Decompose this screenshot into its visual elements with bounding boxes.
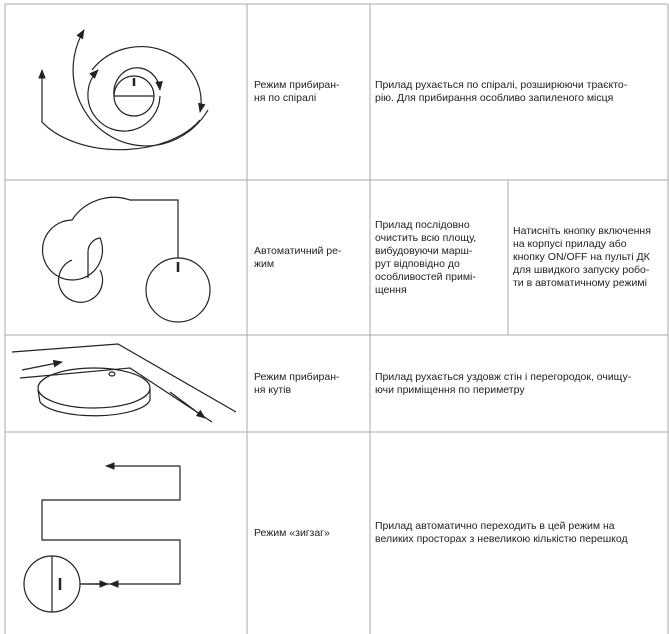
zigzag-illustration (23, 462, 181, 613)
text-line: щення (375, 283, 407, 296)
mode-cell: Режим прибиран-ня по спіралі (248, 4, 370, 180)
text-line: великих просторах з невеликою кількістю … (375, 533, 628, 545)
corner-illustration (11, 343, 237, 423)
text-line: жим (254, 257, 275, 270)
text-line: очистить всю площу, (375, 231, 477, 244)
text-line: ня по спіралі (254, 92, 317, 104)
text-line: на корпусі приладу або (513, 238, 627, 250)
text-line: вибудовуючи марш- (375, 244, 473, 257)
spiral-illustration (38, 29, 209, 151)
text-line: для швидкого запуску робо- (513, 264, 650, 276)
description-cell: Прилад рухається уздовж стін і перегород… (371, 335, 668, 432)
mode-cell: Режим прибиран-ня кутів (248, 335, 370, 432)
description-cell: Натисніть кнопку включення на корпусі при… (509, 180, 668, 335)
text-line: Натисніть кнопку включення (513, 225, 651, 237)
text-line: Режим прибиран- (254, 370, 340, 383)
text-line: Прилад рухається уздовж стін і перегород… (375, 370, 632, 383)
text-line: особливостей примі- (375, 270, 476, 283)
text-line: рію. Для прибирання особливо запиленого … (375, 92, 614, 104)
description-cell: Прилад послідовно очистить всю площу, вибу… (371, 180, 509, 335)
text-line: Автоматичний ре- (254, 244, 342, 257)
text-line: рут відповідно до (375, 257, 460, 270)
text-line: Прилад автоматично переходить в цей режи… (375, 520, 615, 532)
description-cell: Прилад автоматично переходить в цей режи… (371, 432, 668, 634)
table-grid (4, 3, 669, 634)
text-line: Прилад послідовно (375, 218, 470, 231)
text-line: ти в автоматичному режимі (513, 277, 647, 289)
mode-cell: Режим «зигзаг» (248, 432, 370, 634)
text-line: Прилад рухається по спіралі, розширюючи … (375, 79, 628, 91)
description-cell: Прилад рухається по спіралі, розширюючи … (371, 4, 668, 180)
auto-illustration (41, 196, 211, 323)
text-line: Режим прибиран- (254, 79, 340, 91)
text-line: Режим «зигзаг» (254, 526, 330, 539)
mode-cell: Автоматичний ре-жим (248, 180, 370, 335)
text-line: кнопку ON/OFF на пульті ДК (513, 251, 650, 263)
text-line: ючи приміщення по периметру (375, 383, 525, 396)
text-line: ня кутів (254, 383, 292, 396)
